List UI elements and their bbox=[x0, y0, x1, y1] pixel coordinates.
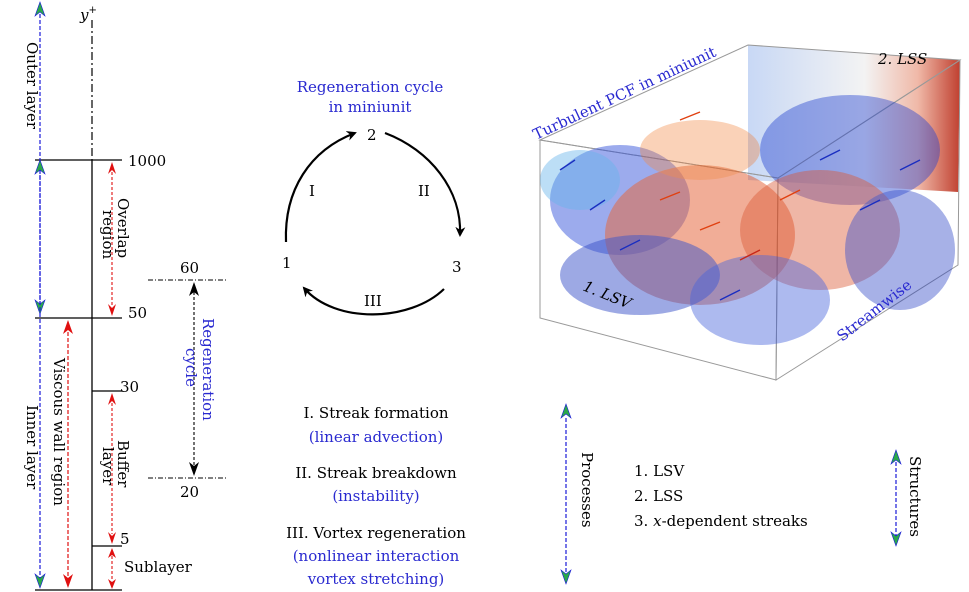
y-axis-label: y+ bbox=[79, 5, 97, 24]
overlap-region-arrow bbox=[108, 162, 116, 316]
label-III: III bbox=[364, 292, 382, 310]
structures-arrow bbox=[890, 449, 902, 547]
label-I: I bbox=[309, 182, 315, 200]
overlap-label-1: Overlap bbox=[114, 198, 132, 258]
buffer-label-2: layer bbox=[99, 447, 117, 486]
process-3-note-2: vortex stretching) bbox=[307, 570, 445, 588]
structures-list: 1. LSV 2. LSS 3. x-dependent streaks bbox=[634, 462, 808, 530]
structure-3: 3. x-dependent streaks bbox=[634, 512, 808, 530]
inner-layer-arrow bbox=[34, 175, 46, 589]
viscous-region-label: Viscous wall region bbox=[50, 357, 68, 506]
process-2: II. Streak breakdown bbox=[295, 464, 457, 482]
vector-strokes bbox=[559, 111, 921, 301]
tick-30: 30 bbox=[120, 378, 139, 396]
cycle-title-1: Regeneration cycle bbox=[297, 78, 444, 96]
process-1: I. Streak formation bbox=[303, 404, 448, 422]
tick-5: 5 bbox=[120, 530, 130, 548]
structure-2: 2. LSS bbox=[634, 487, 683, 505]
tick-50: 50 bbox=[128, 304, 147, 322]
processes-list: I. Streak formation (linear advection) I… bbox=[286, 404, 466, 588]
vector-field bbox=[540, 95, 955, 345]
processes-arrow bbox=[560, 403, 572, 585]
tick-60: 60 bbox=[180, 259, 199, 277]
process-2-note: (instability) bbox=[332, 487, 419, 505]
structures-label: Structures bbox=[906, 456, 924, 537]
viscous-region-arrow bbox=[63, 320, 73, 588]
process-3: III. Vortex regeneration bbox=[286, 524, 466, 542]
lss-wall bbox=[748, 45, 960, 192]
tick-20: 20 bbox=[180, 483, 199, 501]
overlap-label-2: region bbox=[99, 210, 117, 259]
pcf-visualization: Turbulent PCF in miniunit 2. LSS 1. LSV … bbox=[530, 43, 962, 381]
structure-1: 1. LSV bbox=[634, 462, 685, 480]
wall-layer-diagram: y+ 1000 50 30 5 Sublayer Outer layer Inn… bbox=[23, 1, 226, 591]
regen-range-arrow bbox=[189, 282, 199, 476]
node-1: 1 bbox=[282, 254, 292, 272]
node-3: 3 bbox=[452, 258, 462, 276]
sublayer-label: Sublayer bbox=[124, 558, 193, 576]
buffer-label-1: Buffer bbox=[114, 440, 132, 488]
process-1-note: (linear advection) bbox=[309, 428, 444, 446]
arc-II bbox=[384, 131, 466, 237]
regen-label-2: cycle bbox=[182, 348, 200, 387]
regen-label-1: Regeneration bbox=[199, 318, 217, 421]
tick-1000: 1000 bbox=[128, 152, 166, 170]
regeneration-cycle: Regeneration cycle in miniunit 2 1 3 I I… bbox=[282, 78, 466, 316]
box-wireframe bbox=[538, 44, 962, 381]
viz-lss-label: 2. LSS bbox=[877, 50, 927, 68]
processes-label: Processes bbox=[578, 452, 596, 528]
cycle-title-2: in miniunit bbox=[329, 98, 412, 116]
node-2: 2 bbox=[367, 126, 377, 144]
buffer-layer-arrow bbox=[108, 393, 116, 544]
inner-layer-label: Inner layer bbox=[23, 405, 41, 490]
arc-III bbox=[302, 286, 445, 316]
outer-layer-label: Outer layer bbox=[23, 42, 41, 130]
arc-I bbox=[284, 131, 357, 243]
process-3-note-1: (nonlinear interaction bbox=[293, 547, 460, 565]
sublayer-arrow bbox=[108, 548, 116, 589]
label-II: II bbox=[418, 182, 430, 200]
